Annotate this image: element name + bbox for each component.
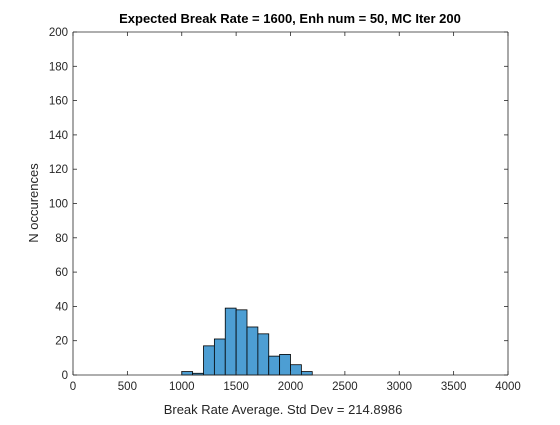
- y-tick-label-3: 60: [55, 267, 68, 279]
- histogram-bar-3: [213, 338, 226, 376]
- y-tick-label-8: 160: [49, 96, 68, 108]
- bars-group: [181, 307, 313, 376]
- histogram-bar-4: [224, 307, 237, 376]
- x-tick-label-0: 0: [70, 381, 76, 393]
- y-tick-label-4: 80: [55, 233, 68, 245]
- histogram-bar-5: [235, 309, 248, 376]
- axes-group: 0 500 1000 1500 2000 2500 3000 3500 4000 0 20 40 60 8…: [49, 27, 521, 393]
- chart-title: Expected Break Rate = 1600, Enh num = 50…: [119, 11, 461, 26]
- y-tick-label-10: 200: [49, 27, 68, 39]
- y-tick-label-0: 0: [62, 370, 68, 382]
- histogram-bar-11: [300, 371, 313, 376]
- x-tick-label-7: 3500: [441, 381, 467, 393]
- histogram-bar-9: [279, 354, 291, 376]
- y-axis-label: N occurences: [26, 163, 41, 243]
- x-tick-label-8: 4000: [495, 381, 521, 393]
- x-tick-label-1: 500: [118, 381, 137, 393]
- histogram-bar-2: [203, 345, 215, 376]
- x-tick-label-2: 1000: [169, 381, 195, 393]
- y-tick-label-9: 180: [49, 61, 68, 73]
- x-tick-label-6: 3000: [386, 381, 412, 393]
- y-tick-label-2: 40: [55, 301, 68, 313]
- x-tick-label-5: 2500: [332, 381, 358, 393]
- y-tick-label-6: 120: [49, 164, 68, 176]
- histogram-bar-10: [290, 364, 302, 376]
- histogram-bar-8: [268, 355, 281, 376]
- histogram-bar-0: [181, 371, 194, 376]
- histogram-bar-7: [257, 333, 270, 376]
- x-tick-label-3: 1500: [223, 381, 249, 393]
- x-axis-label: Break Rate Average. Std Dev = 214.8986: [164, 402, 403, 417]
- y-tick-label-1: 20: [55, 336, 68, 348]
- plot-area: [73, 32, 508, 375]
- y-tick-label-5: 100: [49, 199, 68, 211]
- histogram-bar-6: [246, 326, 259, 376]
- x-tick-label-4: 2000: [278, 381, 304, 393]
- y-tick-label-7: 140: [49, 130, 68, 142]
